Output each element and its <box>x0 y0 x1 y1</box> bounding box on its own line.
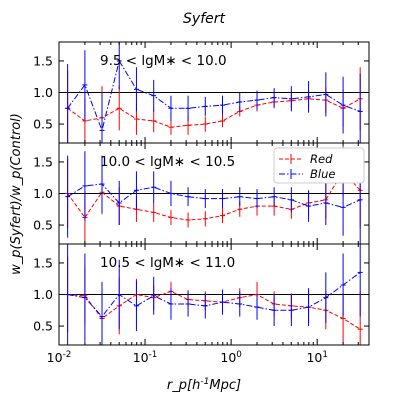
y-tick-label: 0.5 <box>33 319 53 334</box>
series-line-red <box>67 290 361 330</box>
panel-mass-label: 10.5 < lgM∗ < 11.0 <box>100 255 235 271</box>
x-axis-label: r_p[h-1​Mpc] <box>167 377 241 393</box>
legend-label-red: Red <box>310 152 333 166</box>
x-tick-label: 10-1​ <box>133 350 158 365</box>
y-tick-label: 1.5 <box>33 53 53 68</box>
series-line-blue <box>67 271 361 318</box>
panel-mass-label: 9.5 < lgM∗ < 10.0 <box>100 53 227 69</box>
series-line-red <box>67 98 361 128</box>
series-blue <box>65 42 363 143</box>
y-tick-label: 0.5 <box>33 117 53 132</box>
x-tick-label: 101​ <box>306 350 327 365</box>
x-tick-label: 10-2​ <box>47 350 72 365</box>
legend-label-blue: Blue <box>310 167 335 181</box>
series-blue <box>65 151 363 244</box>
series-line-blue <box>67 59 361 133</box>
y-tick-label: 1.0 <box>33 287 53 302</box>
series-red <box>65 67 363 143</box>
series-line-red <box>67 170 361 221</box>
y-tick-label: 1.5 <box>33 255 53 270</box>
panel-mass-label: 10.0 < lgM∗ < 10.5 <box>100 154 235 170</box>
series-blue <box>65 244 363 345</box>
y-axis-label: w_p(Syfert)/w_p(Control) <box>9 113 24 275</box>
figure-title: Syfert <box>183 11 225 27</box>
x-tick-label: 100​ <box>220 350 241 365</box>
panels: 0.5 1.0 1.5 9.5 < lgM∗ < 10.0 0.5 1.0 1.5 10.0 … <box>33 41 370 365</box>
panel-1: 0.5 1.0 1.5 9.5 < lgM∗ < 10.0 <box>33 41 370 144</box>
y-tick-label: 1.0 <box>33 186 53 201</box>
panel-3: 0.5 1.0 1.5 10-2​ 10-1​ 100​ 101​ 10.5 < lgM∗ <… <box>33 243 370 365</box>
y-tick-label: 1.5 <box>33 154 53 169</box>
y-tick-label: 1.0 <box>33 85 53 100</box>
y-tick-label: 0.5 <box>33 218 53 233</box>
series-line-blue <box>67 183 361 208</box>
